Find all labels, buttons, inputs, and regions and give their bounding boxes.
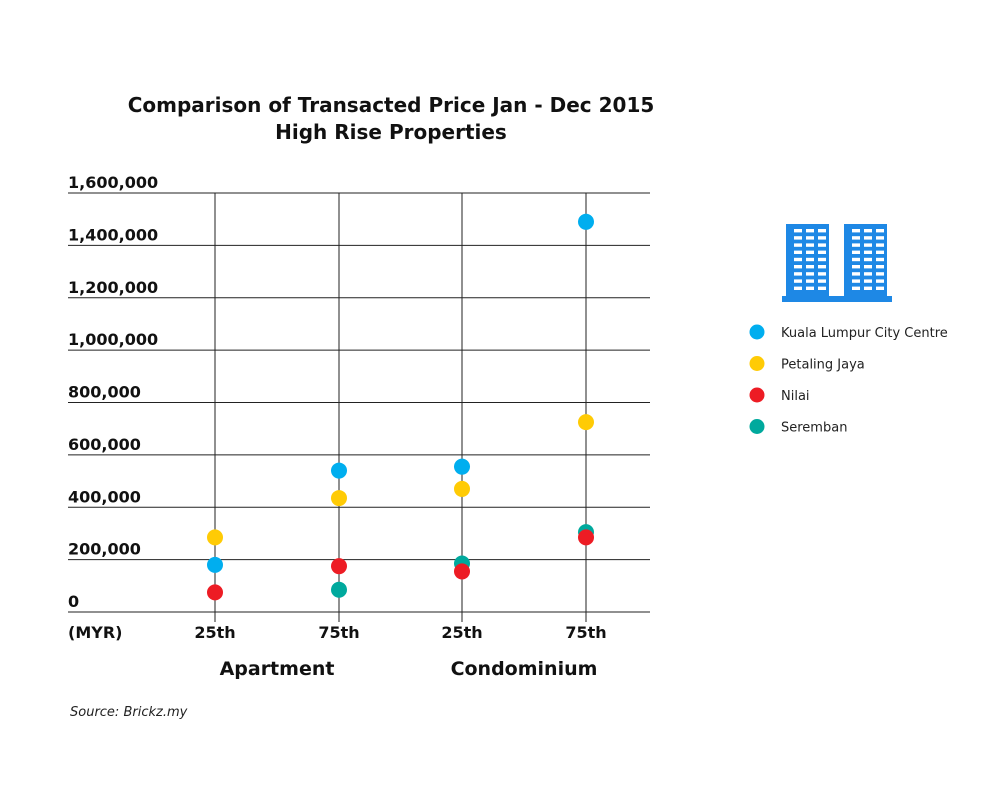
legend-marker [749, 419, 765, 434]
high-rise-buildings-icon [782, 224, 892, 302]
legend-label: Petaling Jaya [781, 358, 865, 373]
y-axis-ticks: 0 200,000 400,000 600,000 800,000 1,000,000 1,… [68, 173, 158, 611]
data-point [331, 558, 347, 575]
x-tick-label: 75th [318, 623, 359, 642]
data-point [331, 462, 347, 479]
legend: Kuala Lumpur City Centre Petaling Jaya Nil… [749, 324, 948, 436]
legend-marker [749, 387, 765, 403]
x-tick-label: 25th [441, 623, 482, 642]
group-labels: Apartment Condominium [220, 658, 598, 680]
chart-title-line-2: High Rise Properties [275, 120, 507, 144]
chart-title-line-1: Comparison of Transacted Price Jan - Dec… [128, 93, 655, 117]
legend-label: Seremban [781, 421, 847, 436]
group-label: Condominium [451, 658, 598, 680]
data-point [454, 563, 470, 580]
data-point [207, 584, 223, 601]
y-tick-label: 0 [68, 592, 79, 611]
legend-label: Nilai [781, 389, 810, 404]
y-tick-label: 600,000 [68, 435, 141, 454]
source-note: Source: Brickz.my [70, 705, 188, 720]
data-point [578, 529, 594, 546]
x-axis-ticks: 25th 75th 25th 75th [194, 623, 606, 642]
y-unit-label: (MYR) [68, 623, 122, 642]
data-point [207, 556, 223, 573]
data-point [454, 480, 470, 497]
legend-label: Kuala Lumpur City Centre [781, 326, 948, 341]
y-tick-label: 1,200,000 [68, 278, 158, 297]
y-tick-label: 800,000 [68, 383, 141, 402]
x-tick-label: 75th [565, 623, 606, 642]
legend-marker [749, 356, 765, 371]
data-point [578, 414, 594, 431]
legend-marker [749, 324, 765, 340]
y-tick-label: 1,000,000 [68, 330, 158, 349]
group-label: Apartment [220, 658, 335, 680]
y-tick-label: 200,000 [68, 540, 141, 559]
data-point [331, 490, 347, 507]
y-tick-label: 1,600,000 [68, 173, 158, 192]
data-points [207, 213, 594, 601]
data-point [454, 458, 470, 475]
plot-grid [68, 192, 650, 622]
y-tick-label: 1,400,000 [68, 225, 158, 244]
data-point [331, 581, 347, 598]
data-point [578, 213, 594, 230]
data-point [207, 529, 223, 546]
x-tick-label: 25th [194, 623, 235, 642]
y-tick-label: 400,000 [68, 487, 141, 506]
